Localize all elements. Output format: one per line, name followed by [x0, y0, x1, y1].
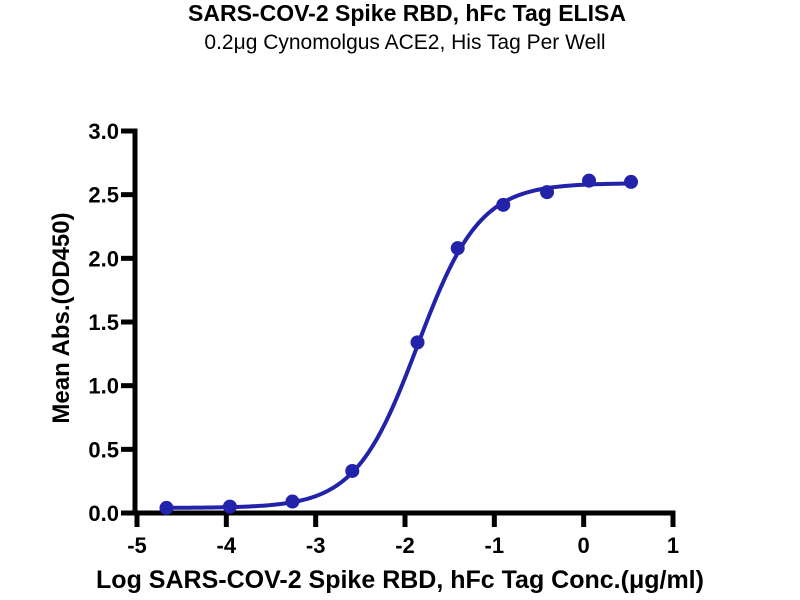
y-tick-label: 1.0	[88, 374, 119, 399]
x-tick-label: -4	[217, 533, 237, 558]
y-tick-label: 3.0	[88, 119, 119, 144]
x-tick-label: 0	[578, 533, 590, 558]
data-point	[345, 463, 360, 478]
y-tick-label: 2.0	[88, 246, 119, 271]
x-axis-title: Log SARS-COV-2 Spike RBD, hFc Tag Conc.(…	[96, 566, 704, 594]
data-point	[450, 241, 465, 256]
y-tick-label: 0.5	[88, 437, 119, 462]
x-tick-label: -5	[127, 533, 147, 558]
x-tick-label: -3	[306, 533, 326, 558]
x-tick-label: 1	[667, 533, 679, 558]
axis-spine	[132, 128, 676, 516]
data-point	[159, 500, 174, 515]
data-point	[410, 335, 425, 350]
chart-title: SARS-COV-2 Spike RBD, hFc Tag ELISA	[188, 0, 626, 26]
y-tick-label: 0.0	[88, 501, 119, 526]
data-point	[285, 494, 300, 509]
x-tick-label: -1	[485, 533, 505, 558]
chart-subtitle: 0.2μg Cynomolgus ACE2, His Tag Per Well	[204, 31, 606, 54]
fit-curve	[164, 181, 634, 510]
y-tick-label: 2.5	[88, 183, 119, 208]
x-tick-label: -2	[395, 533, 415, 558]
data-point	[582, 173, 597, 188]
data-point	[624, 174, 639, 189]
data-point	[540, 185, 555, 200]
data-point	[222, 499, 237, 514]
y-tick-label: 1.5	[88, 310, 119, 335]
data-point	[496, 197, 511, 212]
